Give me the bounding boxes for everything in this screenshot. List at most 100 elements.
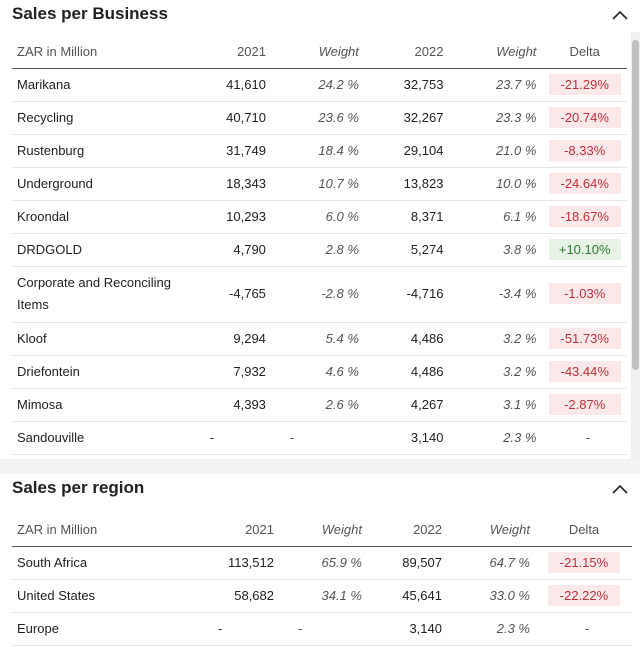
column-header-name: ZAR in Million <box>12 514 200 547</box>
weight-2021: 10.7 % <box>271 167 365 201</box>
weight-2021: 23.6 % <box>271 101 365 135</box>
row-name-text: South Africa <box>17 555 88 570</box>
value-2022: 4,267 <box>364 388 450 422</box>
weight-2022: 6.1 % <box>449 200 543 234</box>
row-name: Kroondal <box>12 200 192 234</box>
value-2021: 31,749 <box>191 134 272 168</box>
column-header-2021: 2021 <box>191 36 272 69</box>
value-2021-text: 10,293 <box>226 209 266 224</box>
weight-2021: 5.4 % <box>271 322 365 356</box>
weight-2022-text: 3.8 % <box>503 242 537 257</box>
business-scrollbar[interactable] <box>631 32 640 459</box>
delta-cell: -51.73% <box>542 322 627 356</box>
column-header-weight-2022: Weight <box>449 36 543 69</box>
column-header-delta: Delta <box>542 36 627 69</box>
value-2022-text: 3,140 <box>409 621 442 636</box>
row-name: South Africa <box>12 546 200 580</box>
row-name: Sandouville <box>12 421 192 455</box>
row-name-text: Kloof <box>17 331 47 346</box>
table-row: Rustenburg 31,749 18.4 % 29,104 21.0 % -8.33% <box>12 134 627 168</box>
row-name-text: Sandouville <box>17 430 85 445</box>
weight-2022-text: 64.7 % <box>489 555 530 570</box>
value-2021: - <box>191 421 272 455</box>
row-name-text: Underground <box>17 176 93 191</box>
delta-value: - <box>585 430 590 445</box>
delta-badge: +10.10% <box>548 239 621 260</box>
value-2021-text: -4,765 <box>229 286 266 301</box>
weight-2022-text: 33.0 % <box>489 588 530 603</box>
value-2022-text: 4,267 <box>410 397 444 412</box>
value-2022-text: 4,486 <box>410 331 444 346</box>
value-2022-text: 45,641 <box>402 588 442 603</box>
delta-cell: -21.15% <box>536 546 632 580</box>
weight-2022: 64.7 % <box>448 546 536 580</box>
weight-2022: 3.2 % <box>449 322 543 356</box>
table-row: Mimosa 4,393 2.6 % 4,267 3.1 % -2.87% <box>12 388 627 422</box>
row-name-text: Kroondal <box>17 209 70 224</box>
weight-2021-text: 34.1 % <box>321 588 362 603</box>
column-header-delta: Delta <box>536 514 632 547</box>
scrollbar-thumb[interactable] <box>632 40 639 370</box>
chevron-up-icon[interactable] <box>610 6 630 26</box>
sales-per-region-card: Sales per region ZAR in Million 2021 Wei… <box>0 474 640 647</box>
weight-2021: 18.4 % <box>271 134 365 168</box>
value-2021: 40,710 <box>191 101 272 135</box>
column-header-2021: 2021 <box>200 514 280 547</box>
value-2022-text: -4,716 <box>406 286 444 301</box>
sales-per-business-card: Sales per Business ZAR in Million 2021 W… <box>0 0 640 459</box>
value-2021-text: 58,682 <box>234 588 274 603</box>
column-header-2022: 2022 <box>368 514 448 547</box>
table-row: Kroondal 10,293 6.0 % 8,371 6.1 % -18.67% <box>12 200 627 234</box>
table-row: Recycling 40,710 23.6 % 32,267 23.3 % -20.74% <box>12 101 627 135</box>
table-row: Europe - - 3,140 2.3 % - <box>12 612 632 646</box>
value-2021: 9,294 <box>191 322 272 356</box>
value-2022: 32,753 <box>364 68 450 102</box>
delta-badge: -51.73% <box>548 328 621 349</box>
weight-2022: -3.4 % <box>449 266 543 323</box>
row-name: Underground <box>12 167 192 201</box>
delta-cell: - <box>536 612 632 646</box>
row-name: DRDGOLD <box>12 233 192 267</box>
weight-2021: - <box>271 421 365 455</box>
value-2022-text: 8,371 <box>410 209 444 224</box>
weight-2022-text: 23.7 % <box>495 77 537 92</box>
value-2022: 8,371 <box>364 200 450 234</box>
value-2022: 29,104 <box>364 134 450 168</box>
value-2022: 4,486 <box>364 322 450 356</box>
weight-2021: 65.9 % <box>280 546 368 580</box>
value-2022: 89,507 <box>368 546 448 580</box>
weight-2021-text: 4.6 % <box>325 364 359 379</box>
table-row: Corporate and Reconciling Items -4,765 -2.… <box>12 266 627 323</box>
weight-2021-text: 5.4 % <box>325 331 359 346</box>
value-2022: -4,716 <box>364 266 450 323</box>
delta-cell: -8.33% <box>542 134 627 168</box>
value-2022: 13,823 <box>364 167 450 201</box>
row-name-text: Mimosa <box>17 397 63 412</box>
delta-cell: +10.10% <box>542 233 627 267</box>
region-card-title: Sales per region <box>12 478 145 497</box>
weight-2021: 4.6 % <box>271 355 365 389</box>
weight-2022-text: -3.4 % <box>498 286 537 301</box>
weight-2021-text: - <box>298 621 303 636</box>
row-name-text: Corporate and Reconciling Items <box>17 275 171 312</box>
weight-2022-text: 3.1 % <box>503 397 537 412</box>
weight-2022-text: 21.0 % <box>495 143 537 158</box>
value-2021: - <box>200 612 280 646</box>
column-header-weight-2021: Weight <box>271 36 365 69</box>
column-header-name: ZAR in Million <box>12 36 192 69</box>
delta-cell: -21.29% <box>542 68 627 102</box>
chevron-up-icon[interactable] <box>610 480 630 500</box>
table-row: South Africa 113,512 65.9 % 89,507 64.7 % -21… <box>12 546 632 580</box>
row-name-text: Marikana <box>17 77 71 92</box>
weight-2021-text: 23.6 % <box>318 110 359 125</box>
weight-2021: 6.0 % <box>271 200 365 234</box>
delta-badge: -22.22% <box>548 585 620 606</box>
table-row: Driefontein 7,932 4.6 % 4,486 3.2 % -43.44% <box>12 355 627 389</box>
weight-2021-text: 2.8 % <box>325 242 359 257</box>
value-2022: 32,267 <box>364 101 450 135</box>
column-header-weight-2021: Weight <box>280 514 368 547</box>
business-card-title: Sales per Business <box>12 4 168 23</box>
value-2021-text: 18,343 <box>226 176 266 191</box>
value-2021-text: 7,932 <box>233 364 266 379</box>
row-name: Corporate and Reconciling Items <box>12 266 192 323</box>
